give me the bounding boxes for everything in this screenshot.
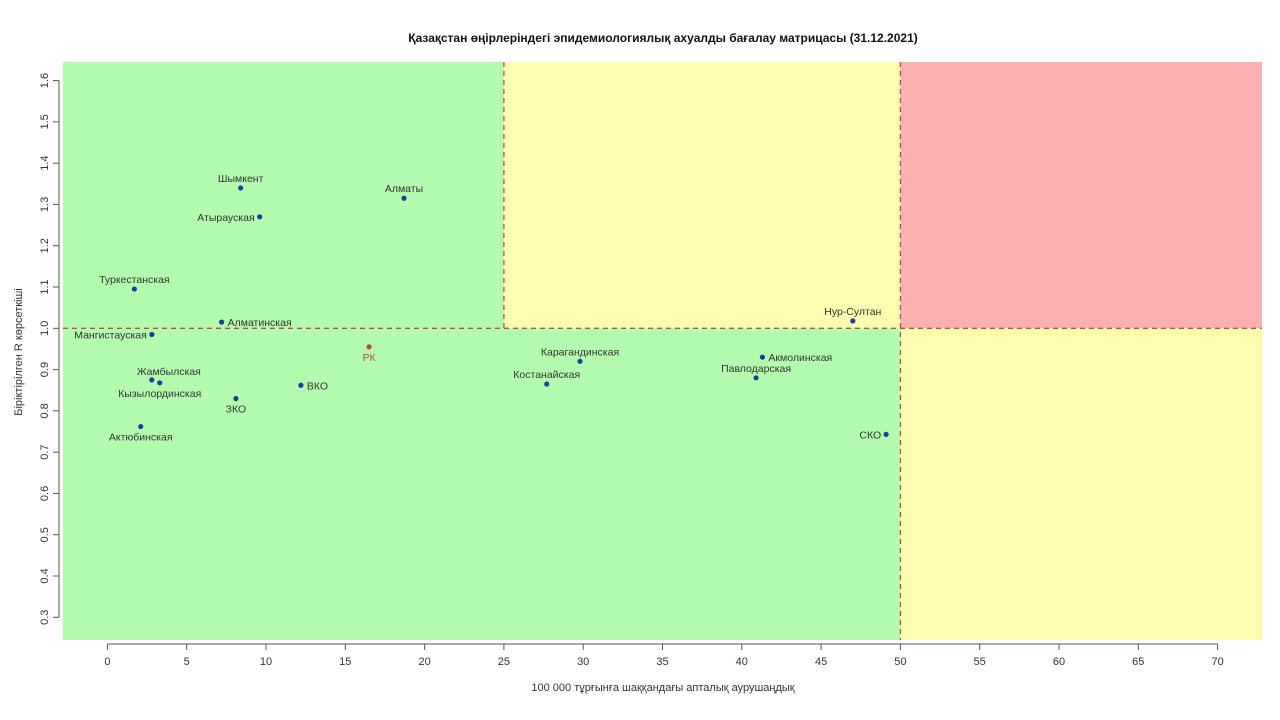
data-point	[233, 395, 239, 402]
data-point	[759, 354, 766, 360]
data-point-label: Мангистауская	[74, 329, 147, 341]
y-tick-label: 1.4	[39, 156, 51, 171]
axes: 0 5 10 15 20 25 30 35 40 45 50 55 60 65 70 0.3 0.4 0.5 0.6…	[39, 73, 1224, 668]
data-point	[753, 375, 759, 381]
zone-yellow-upper-middle	[503, 62, 901, 329]
x-tick-label: 60	[1053, 656, 1065, 668]
zone-yellow-lower-right	[900, 328, 1262, 640]
data-point-label: ВКО	[307, 380, 328, 392]
data-point-label: Акмолинская	[768, 352, 832, 364]
data-point	[131, 286, 137, 292]
data-point-label: Атырауская	[197, 212, 254, 224]
data-point	[149, 377, 155, 383]
data-point-label: Шымкент	[218, 173, 264, 185]
x-axis-label: 100 000 тұрғынға шаққандағы апталық ауру…	[531, 682, 794, 694]
x-tick-label: 65	[1132, 656, 1144, 668]
y-tick-label: 0.4	[39, 568, 51, 583]
x-tick-label: 0	[104, 656, 110, 668]
data-point-label: РК	[363, 352, 377, 364]
data-point-label: Алматы	[385, 183, 423, 195]
data-point-label: Костанайская	[513, 369, 580, 381]
y-tick-label: 0.6	[39, 486, 51, 501]
data-point	[157, 380, 163, 386]
x-tick-label: 30	[577, 656, 589, 668]
x-tick-label: 55	[974, 656, 986, 668]
risk-zones	[63, 62, 1262, 640]
y-tick-label: 0.9	[39, 362, 51, 377]
x-tick-label: 15	[339, 656, 351, 668]
x-tick-label: 5	[184, 656, 190, 668]
data-point	[149, 331, 155, 338]
x-tick-label: 45	[815, 656, 827, 668]
data-point-label: Алматинская	[228, 317, 292, 329]
y-tick-label: 1.2	[39, 238, 51, 253]
data-point	[366, 344, 372, 350]
data-point	[850, 318, 856, 324]
data-point	[298, 382, 304, 388]
data-point	[238, 185, 244, 191]
data-point-label: Нур-Султан	[824, 306, 881, 318]
data-point	[883, 431, 889, 437]
data-point	[577, 358, 583, 364]
zone-green-lower	[63, 328, 901, 640]
y-tick-label: 1.5	[39, 114, 51, 129]
data-point-label: Павлодарская	[721, 363, 791, 375]
y-tick-label: 1.0	[39, 321, 51, 336]
x-tick-label: 10	[260, 656, 272, 668]
data-point	[218, 319, 225, 325]
data-point-label: СКО	[859, 429, 881, 441]
y-tick-label: 0.3	[39, 610, 51, 625]
data-point	[257, 214, 263, 220]
data-point-label: ЗКО	[226, 403, 247, 415]
y-axis-label: Біріктірілген R көрсеткіші	[13, 288, 25, 416]
data-point-label: Туркестанская	[99, 274, 170, 286]
threshold-lines	[63, 62, 1262, 640]
data-point	[401, 195, 407, 201]
x-tick-label: 20	[418, 656, 430, 668]
y-tick-label: 0.5	[39, 527, 51, 542]
y-tick-label: 1.3	[39, 197, 51, 212]
chart-title: Қазақстан өңірлеріндегі эпидемиологиялық…	[408, 31, 918, 45]
x-tick-label: 40	[736, 656, 748, 668]
x-tick-label: 50	[894, 656, 906, 668]
data-point-label: Актюбинская	[109, 432, 173, 444]
data-point	[544, 381, 550, 387]
data-points: Шымкент Алматы Атырауская Туркестанская Алма…	[74, 173, 889, 444]
x-tick-label: 25	[498, 656, 510, 668]
data-point-label: Карагандинская	[541, 346, 619, 358]
y-tick-label: 0.8	[39, 403, 51, 418]
zone-green-upper-left	[63, 62, 504, 329]
data-point-label: Жамбылская	[137, 366, 201, 378]
x-tick-label: 70	[1211, 656, 1223, 668]
zone-red-upper-right	[900, 62, 1262, 329]
data-point-label: Кызылординская	[118, 388, 201, 400]
x-tick-label: 35	[656, 656, 668, 668]
data-point	[138, 423, 144, 430]
y-tick-label: 0.7	[39, 445, 51, 460]
y-tick-label: 1.6	[39, 73, 51, 88]
y-tick-label: 1.1	[39, 279, 51, 294]
